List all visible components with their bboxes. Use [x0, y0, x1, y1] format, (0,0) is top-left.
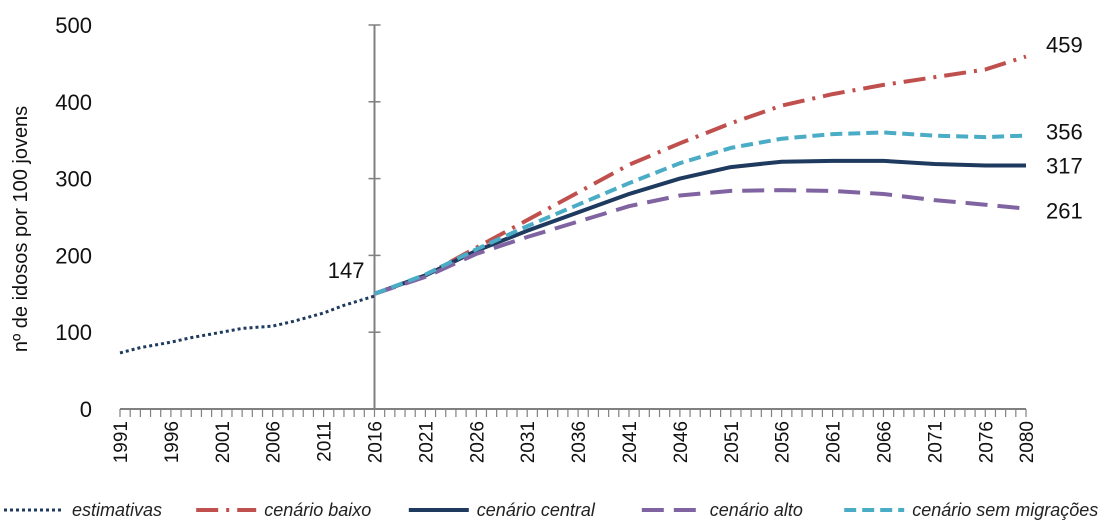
- x-tick-label: 1991: [111, 421, 132, 463]
- x-tick-label: 1996: [162, 421, 183, 463]
- data-label: 317: [1046, 154, 1083, 179]
- x-tick-label: 2016: [365, 421, 386, 463]
- y-tick-label: 200: [55, 243, 92, 268]
- y-axis-label: nº de idosos por 100 jovens: [10, 106, 32, 352]
- data-label: 147: [328, 258, 365, 283]
- x-tick-label: 2051: [722, 421, 743, 463]
- y-tick-label: 300: [55, 167, 92, 192]
- x-tick-label: 2066: [874, 421, 895, 463]
- y-tick-label: 0: [80, 397, 92, 422]
- legend-label-estimativas: estimativas: [72, 500, 162, 520]
- x-tick-label: 2036: [569, 421, 590, 463]
- legend-label-cenario-sem-migracoes: cenário sem migrações: [912, 500, 1098, 520]
- legend-label-cenario-central: cenário central: [477, 500, 596, 520]
- x-tick-label: 2056: [773, 421, 794, 463]
- x-tick-label: 2061: [824, 421, 845, 463]
- series-line-cenario-central: [373, 158, 1026, 296]
- x-tick-label: 2006: [264, 421, 285, 463]
- legend-label-cenario-alto: cenário alto: [710, 500, 803, 520]
- y-tick-label: 100: [55, 320, 92, 345]
- y-tick-label: 400: [55, 90, 92, 115]
- x-tick-label: 2001: [213, 421, 234, 463]
- x-tick-label: 2080: [1017, 421, 1038, 463]
- x-tick-label: 2031: [518, 421, 539, 463]
- data-label: 459: [1046, 32, 1083, 57]
- legend-label-cenario-baixo: cenário baixo: [264, 500, 371, 520]
- series-line-estimativas: [119, 294, 375, 355]
- series-line-cenario-sem-migracoes: [373, 130, 1027, 296]
- x-tick-label: 2011: [315, 421, 336, 462]
- x-tick-label: 2041: [620, 421, 641, 463]
- x-tick-label: 2021: [416, 421, 437, 463]
- data-label: 261: [1046, 199, 1083, 224]
- data-label: 356: [1046, 120, 1083, 145]
- x-tick-label: 2046: [671, 421, 692, 463]
- x-tick-label: 2071: [925, 421, 946, 463]
- series-line-cenario-alto: [373, 188, 1027, 296]
- x-tick-label: 2076: [976, 421, 997, 463]
- x-tick-label: 2026: [467, 421, 488, 463]
- y-tick-label: 500: [55, 13, 92, 38]
